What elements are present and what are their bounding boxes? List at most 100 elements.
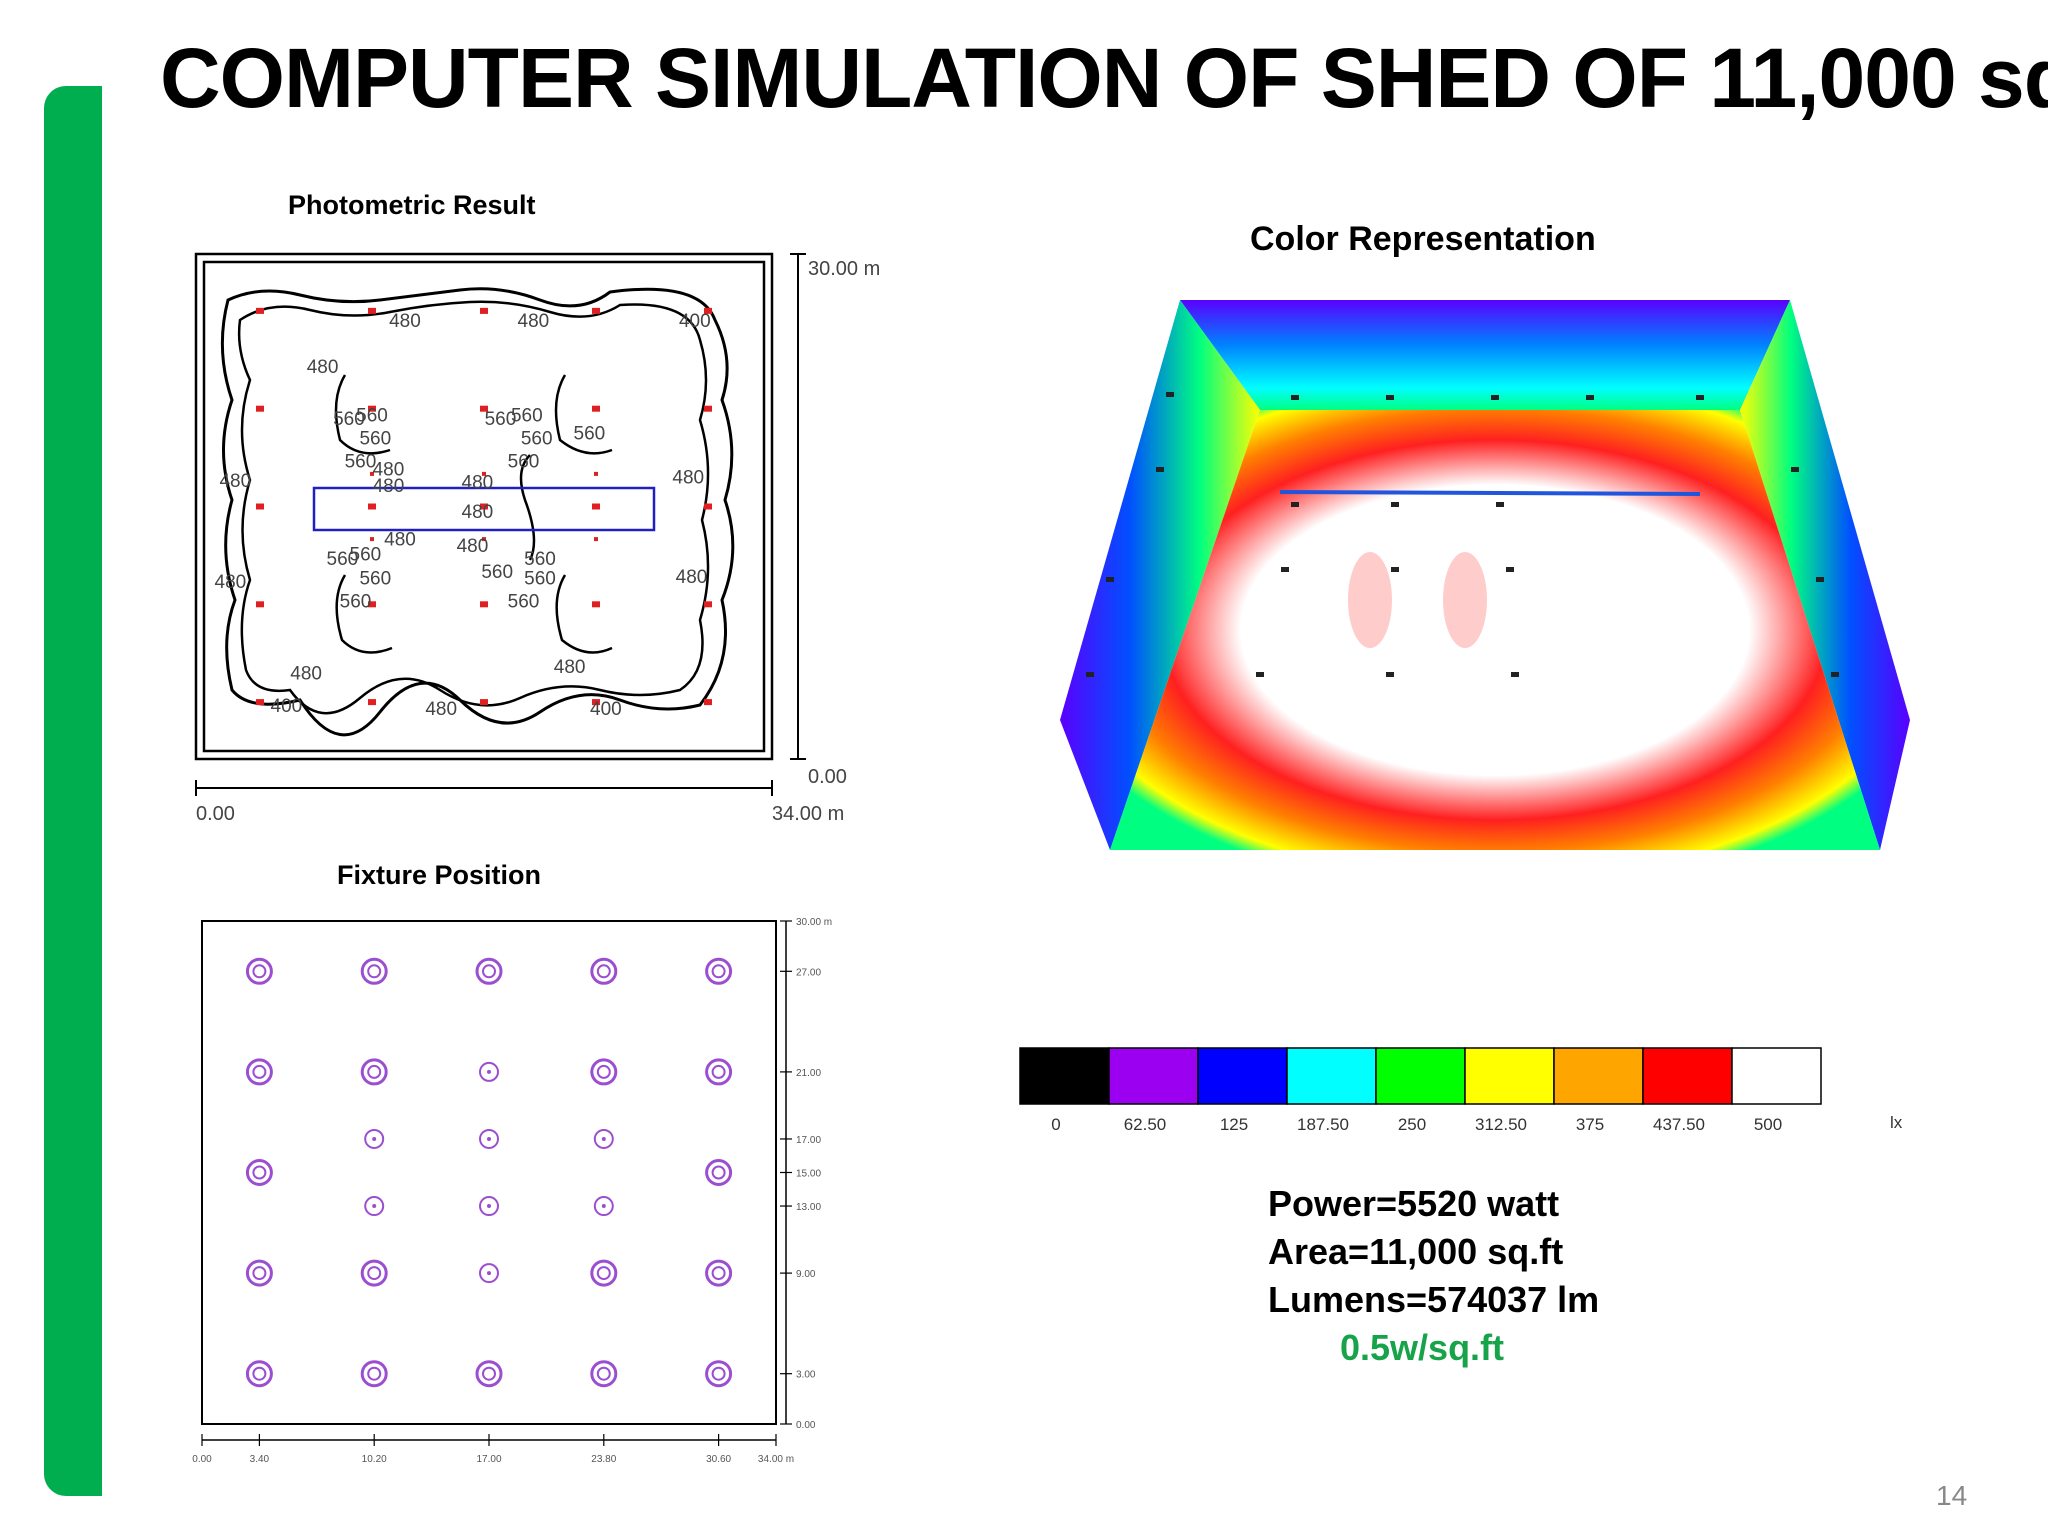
fixture-marker [592,405,600,412]
color-fixture [1696,395,1704,400]
left-wall [1060,300,1260,850]
y-tick-label: 17.00 [796,1135,821,1146]
color-fixture [1511,672,1519,677]
contour-label: 480 [384,530,416,551]
outer-wall [194,252,774,761]
color-fixture [1831,672,1839,677]
scale-swatch [1375,1047,1466,1105]
floor-highlight-right [1443,552,1487,648]
luminaire-large [590,1259,618,1287]
luminaire-large [360,1360,388,1388]
scale-swatch [1731,1047,1822,1105]
fixture-marker [482,537,486,542]
floor [1110,410,1880,850]
luminaire-large [705,1259,733,1287]
y-tick-label: 21.00 [796,1068,821,1079]
scale-label: 500 [1754,1115,1782,1134]
scale-label: 375 [1576,1115,1604,1134]
contour-label: 560 [485,409,517,430]
scale-label: 125 [1220,1115,1248,1134]
luminaire-large [475,957,503,985]
fixture-marker [368,405,376,412]
contour-label: 560 [481,562,513,583]
luminaire-large [245,1259,273,1287]
color-fixture [1391,502,1399,507]
contour-label: 560 [359,429,391,450]
scale-swatch [1108,1047,1199,1105]
color-fixture [1166,392,1174,397]
luminaire-large [705,1159,733,1186]
color-fixture [1586,395,1594,400]
scale-label: 312.50 [1475,1115,1527,1134]
luminaire-small [364,1128,385,1149]
color-representation-heading: Color Representation [1250,220,1596,258]
contour-label: 560 [511,406,543,427]
inner-wall [202,260,766,753]
illuminance-scale: 0 62.50 125 187.50 250 312.50 375 437.50 500 lx [1019,1047,1903,1134]
fixture-luminaires [245,957,733,1388]
contour-label: 400 [590,699,622,720]
color-fixture [1291,395,1299,400]
scale-labels: 0 62.50 125 187.50 250 312.50 375 437.50 500 [1051,1115,1782,1134]
fixture-marker [368,601,376,608]
fixture-x-ticks: 0.00 3.40 10.20 17.00 23.80 30.60 34.00 m [192,1434,794,1465]
contour-label: 480 [672,468,704,489]
fixture-marker [370,471,374,476]
contour-label: 560 [521,429,553,450]
contour-label: 480 [219,471,251,492]
contour-label: 560 [574,424,606,445]
contour-label: 400 [679,311,711,332]
contour-label: 560 [508,451,540,472]
fixture-marker [704,307,712,314]
calculation-line [1279,490,1701,496]
luminaire-large [245,1360,273,1388]
scale-swatch [1019,1047,1110,1105]
area-stat: Area=11,000 sq.ft [1268,1231,1564,1272]
color-fixture [1491,395,1499,400]
contour-label: 560 [333,409,365,430]
fixture-marker [482,471,486,476]
color-fixture [1496,502,1504,507]
scale-label: 187.50 [1297,1115,1349,1134]
fixture-y-ticks: 30.00 m 27.00 21.00 17.00 15.00 13.00 9.00 3.00… [780,917,832,1431]
fixture-marker [368,503,376,510]
luminaire-large [475,1360,503,1388]
scale-label: 62.50 [1124,1115,1167,1134]
fixture-plan-boundary [201,920,777,1425]
fixture-marker [704,503,712,510]
lumens-stat: Lumens=574037 lm [1268,1279,1600,1320]
contour-label: 480 [554,657,586,678]
contour-label: 480 [290,663,322,684]
color-representation-view [1060,300,1910,850]
scale-swatch [1464,1047,1555,1105]
y-bottom-label: 0.00 [808,766,847,788]
fixture-marker [370,537,374,542]
contour-label: 480 [425,699,457,720]
x-tick-label: 30.60 [706,1454,731,1465]
density-stat: 0.5w/sq.ft [1340,1327,1505,1368]
fixture-marker [368,307,376,314]
page-number: 14 [1936,1480,1968,1511]
fixture-marker [592,699,600,706]
photometric-fixture-markers [256,307,712,706]
luminaire-small [593,1128,614,1149]
fixture-marker [592,601,600,608]
scale-swatches [1019,1047,1822,1105]
scale-label: 0 [1051,1115,1060,1134]
photometric-heading: Photometric Result [288,190,536,220]
contour-label: 560 [340,592,372,613]
fixture-marker [480,699,488,706]
color-fixture [1791,467,1799,472]
contour-label: 480 [518,311,550,332]
color-fixture [1386,395,1394,400]
luminaire-large [360,1259,388,1287]
contour-label: 560 [350,544,382,565]
fixture-marker [592,503,600,510]
contour-label: 480 [676,567,708,588]
luminaire-large [360,1058,388,1086]
floor-highlight-left [1348,552,1392,648]
contour-560-lr [555,574,613,654]
stats-block: Power=5520 watt Area=11,000 sq.ft Lumens… [1268,1180,1599,1372]
contour-480-center [519,454,536,561]
scale-swatch [1286,1047,1377,1105]
